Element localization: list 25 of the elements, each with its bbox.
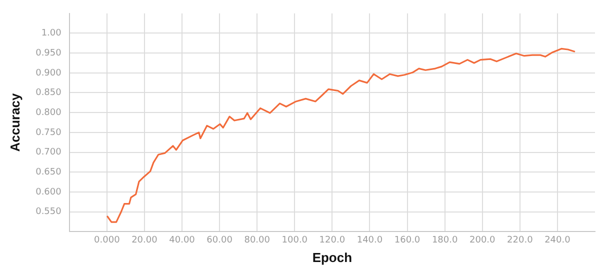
x-tick-label: 60.00 xyxy=(206,235,233,246)
x-tick-label: 40.00 xyxy=(169,235,196,246)
x-tick-label: 100.0 xyxy=(282,235,308,246)
y-tick-label: 1.00 xyxy=(41,28,62,39)
x-tick-label: 0.000 xyxy=(94,235,120,246)
x-axis-title: Epoch xyxy=(312,250,352,265)
x-tick-label: 20.00 xyxy=(132,235,158,246)
x-tick-label: 80.00 xyxy=(244,235,270,246)
y-tick-label: 0.550 xyxy=(36,207,62,218)
y-tick-label: 0.700 xyxy=(36,148,62,158)
x-tick-label: 240.0 xyxy=(544,235,571,246)
x-tick-label: 160.0 xyxy=(394,235,420,246)
x-tick-label: 140.0 xyxy=(356,235,383,246)
y-tick-label: 0.950 xyxy=(36,48,62,58)
x-tick-label: 220.0 xyxy=(507,235,534,246)
y-tick-label: 0.650 xyxy=(36,167,62,178)
y-axis-title: Accuracy xyxy=(7,92,22,152)
x-tick-label: 180.0 xyxy=(432,235,458,246)
x-tick-label: 200.0 xyxy=(469,235,496,246)
y-tick-label: 0.850 xyxy=(36,88,62,98)
y-tick-label: 0.600 xyxy=(36,187,62,198)
y-tick-label: 0.750 xyxy=(36,128,62,138)
x-tick-label: 120.0 xyxy=(319,235,346,246)
y-tick-label: 0.900 xyxy=(36,68,62,78)
y-tick-label: 0.800 xyxy=(36,108,62,118)
